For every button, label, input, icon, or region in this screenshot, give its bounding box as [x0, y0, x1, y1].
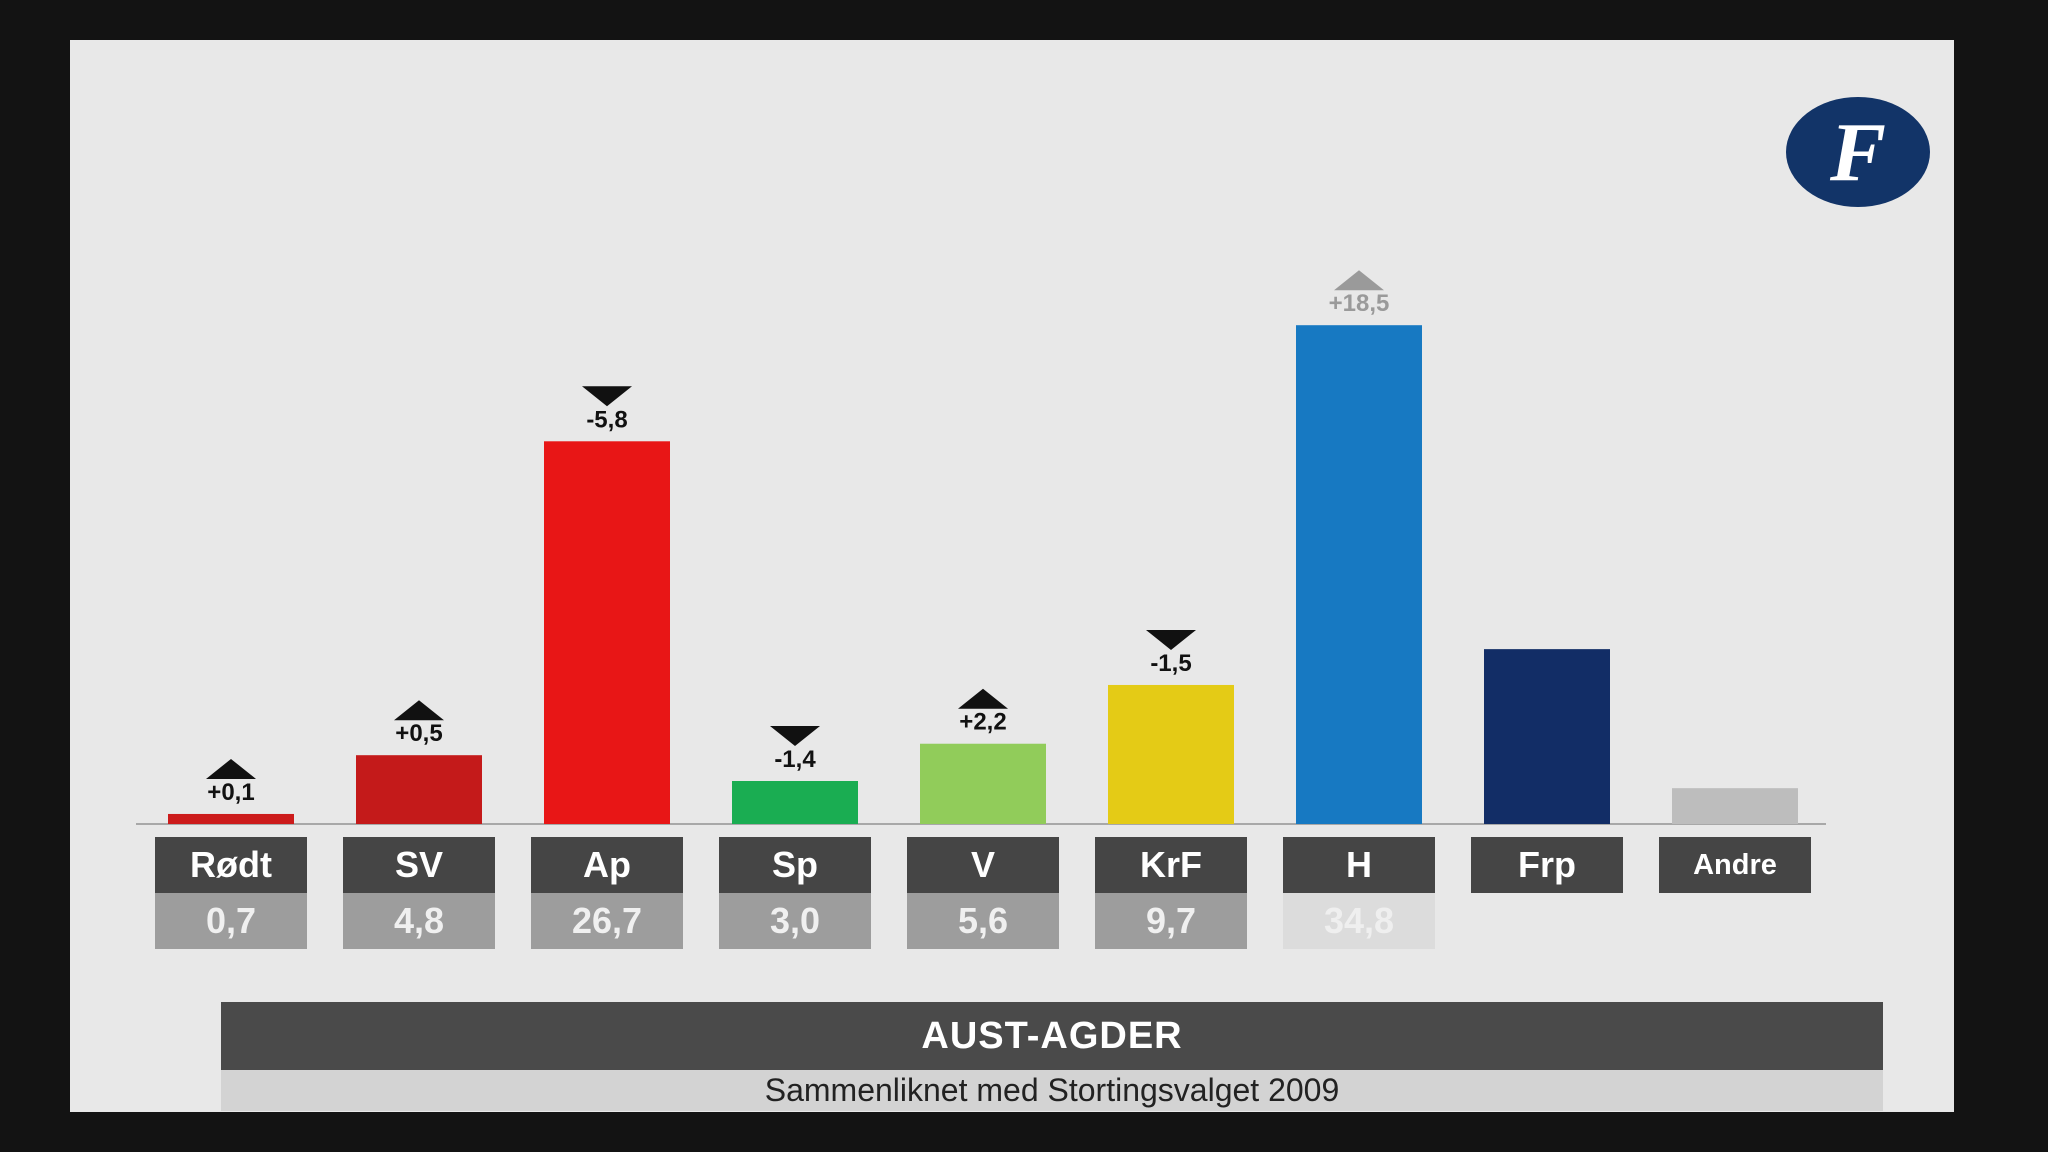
value-label-krf: 9,7 — [1095, 893, 1247, 949]
change-label-sp: -1,4 — [774, 746, 816, 773]
down-arrow-icon-sp — [770, 726, 820, 746]
change-label-krf: -1,5 — [1150, 650, 1191, 677]
chart-subtitle: Sammenliknet med Stortingsvalget 2009 — [221, 1070, 1883, 1111]
up-arrow-icon-rødt — [206, 758, 256, 779]
value-label-rødt: 0,7 — [155, 893, 307, 949]
change-label-rødt: +0,1 — [207, 779, 254, 806]
bar-h — [1296, 325, 1422, 824]
bar-andre — [1672, 788, 1798, 824]
value-label-sp: 3,0 — [719, 893, 871, 949]
party-label-v: V — [907, 837, 1059, 893]
party-label-sp: Sp — [719, 837, 871, 893]
change-label-ap: -5,8 — [586, 406, 627, 433]
chart-panel: F +0,1 +0,5 -5,8 -1,4 +2,2 -1,5 +18,5 Rødt 0,7 S… — [70, 40, 1954, 1112]
party-label-rødt: Rødt — [155, 837, 307, 893]
bar-krf — [1108, 684, 1234, 824]
party-label-frp: Frp — [1471, 837, 1623, 893]
up-arrow-icon-v — [958, 688, 1008, 709]
bar-ap — [544, 441, 670, 824]
value-label-sv: 4,8 — [343, 893, 495, 949]
logo-glyph: F — [1829, 106, 1886, 199]
bar-sp — [732, 781, 858, 824]
bar-chart: +0,1 +0,5 -5,8 -1,4 +2,2 -1,5 +18,5 — [136, 270, 1826, 825]
party-label-ap: Ap — [531, 837, 683, 893]
region-title: AUST-AGDER — [221, 1002, 1883, 1070]
change-label-v: +2,2 — [959, 709, 1006, 736]
bar-rødt — [168, 813, 294, 824]
up-arrow-icon-h — [1334, 270, 1384, 291]
value-label-v: 5,6 — [907, 893, 1059, 949]
up-arrow-icon-sv — [394, 700, 444, 721]
bar-frp — [1484, 649, 1610, 824]
value-label-ap: 26,7 — [531, 893, 683, 949]
change-label-sv: +0,5 — [395, 720, 442, 747]
party-label-krf: KrF — [1095, 837, 1247, 893]
party-label-h: H — [1283, 837, 1435, 893]
bar-sv — [356, 755, 482, 824]
bar-v — [920, 743, 1046, 824]
party-label-andre: Andre — [1659, 837, 1811, 893]
change-label-h: +18,5 — [1329, 290, 1390, 317]
down-arrow-icon-ap — [582, 386, 632, 407]
value-label-h: 34,8 — [1283, 893, 1435, 949]
party-label-sv: SV — [343, 837, 495, 893]
down-arrow-icon-krf — [1146, 629, 1196, 650]
fvn-logo-icon: F — [1786, 97, 1930, 207]
